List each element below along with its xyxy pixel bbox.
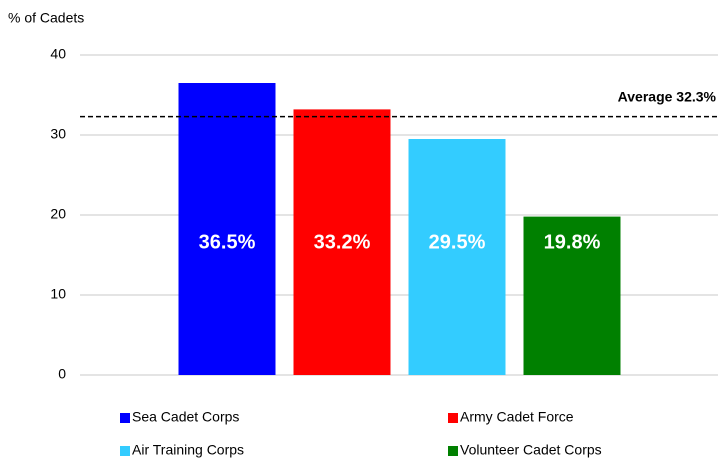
legend-label: Sea Cadet Corps: [132, 409, 239, 425]
legend-label: Air Training Corps: [132, 442, 244, 458]
legend-swatch: [120, 446, 130, 456]
legend-swatch: [120, 413, 130, 423]
y-tick-label: 20: [50, 206, 66, 222]
y-tick-label: 10: [50, 286, 66, 302]
legend-swatch: [448, 413, 458, 423]
y-tick-label: 40: [50, 46, 66, 62]
data-label: 33.2%: [314, 231, 371, 253]
data-label: 29.5%: [429, 231, 486, 253]
bar: [293, 109, 391, 376]
bar: [408, 139, 506, 375]
bar: [523, 216, 621, 375]
data-label: 19.8%: [544, 231, 601, 253]
legend-swatch: [448, 446, 458, 456]
y-tick-label: 30: [50, 126, 66, 142]
y-axis-label: % of Cadets: [8, 10, 84, 26]
bar: [178, 83, 276, 375]
y-tick-label: 0: [58, 366, 66, 382]
legend-label: Volunteer Cadet Corps: [460, 442, 602, 458]
data-label: 36.5%: [199, 231, 256, 253]
legend-label: Army Cadet Force: [460, 409, 574, 425]
average-label: Average 32.3%: [618, 88, 717, 104]
